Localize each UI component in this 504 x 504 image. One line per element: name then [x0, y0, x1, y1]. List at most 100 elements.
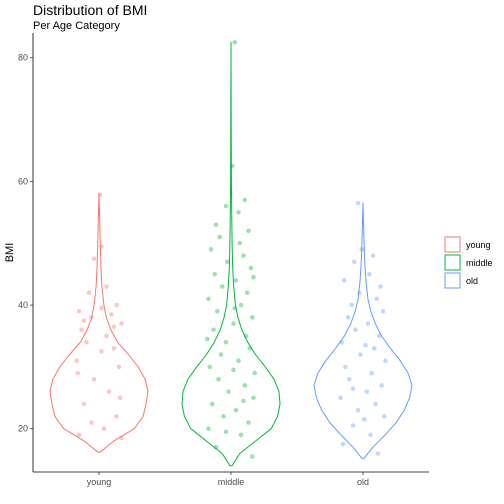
data-point-old [345, 315, 351, 320]
data-point-old [343, 364, 348, 370]
data-point-young [101, 426, 107, 432]
data-point-middle [241, 398, 246, 404]
data-point-middle [207, 364, 213, 370]
data-point-old [375, 451, 381, 456]
data-point-young [79, 327, 84, 333]
data-point-old [338, 395, 343, 401]
data-point-middle [236, 358, 241, 364]
data-point-middle [223, 339, 229, 345]
data-point-middle [252, 370, 258, 376]
x-tick-label: young [87, 477, 112, 487]
data-point-young [104, 284, 109, 289]
data-point-old [379, 383, 385, 388]
data-point-young [116, 364, 122, 370]
data-point-young [76, 432, 82, 438]
data-point-middle [223, 203, 229, 209]
data-point-young [91, 256, 97, 261]
data-point-middle [249, 315, 255, 320]
data-point-middle [206, 296, 211, 302]
data-point-middle [238, 432, 244, 438]
data-point-middle [216, 376, 221, 382]
legend-key-middle [444, 254, 461, 271]
x-tick-label: middle [218, 477, 245, 487]
data-point-old [349, 302, 355, 308]
data-point-old [376, 333, 382, 339]
y-tick-label: 40 [18, 300, 28, 310]
violin-old [313, 202, 413, 459]
data-point-old [365, 321, 371, 326]
data-point-young [76, 308, 82, 314]
data-point-middle [226, 389, 231, 394]
data-point-young [99, 305, 104, 311]
data-point-old [381, 414, 387, 419]
data-point-young [111, 346, 117, 351]
data-point-middle [224, 259, 230, 265]
data-point-old [363, 342, 368, 348]
data-point-young [119, 321, 124, 326]
data-point-middle [217, 234, 223, 240]
data-point-young [74, 358, 79, 364]
data-point-middle [248, 265, 254, 271]
data-point-middle [238, 302, 244, 308]
y-tick-label: 20 [18, 424, 28, 434]
data-point-middle [242, 197, 248, 203]
data-point-middle [221, 414, 226, 419]
data-point-old [340, 441, 346, 447]
data-point-young [91, 376, 97, 382]
data-point-middle [212, 271, 218, 277]
data-point-old [355, 407, 361, 413]
y-axis-title: BMI [4, 243, 16, 263]
data-point-middle [251, 395, 256, 401]
data-point-young [109, 312, 114, 317]
chart-title: Distribution of BMI [33, 2, 148, 18]
data-point-middle [209, 401, 215, 407]
data-point-middle [241, 253, 246, 258]
data-point-old [383, 358, 388, 364]
data-point-young [114, 414, 119, 419]
data-point-middle [213, 444, 219, 450]
data-point-young [104, 333, 109, 339]
data-point-middle [213, 222, 219, 227]
data-point-middle [223, 429, 229, 435]
data-point-middle [218, 352, 224, 357]
data-point-old [371, 346, 377, 351]
data-point-young [75, 370, 81, 376]
data-point-old [358, 352, 363, 357]
legend-key-young [444, 236, 461, 253]
data-point-middle [231, 367, 236, 373]
legend-key-old [444, 272, 461, 289]
data-point-old [350, 423, 356, 428]
data-point-young [99, 349, 104, 354]
legend-label-old: old [466, 276, 478, 286]
data-point-young [117, 395, 123, 401]
data-point-old [378, 284, 383, 289]
violin-middle [181, 41, 281, 467]
data-point-old [364, 389, 370, 394]
data-point-middle [233, 407, 239, 413]
data-point-old [373, 401, 378, 407]
data-point-old [351, 259, 357, 265]
data-point-middle [251, 274, 256, 280]
data-point-old [350, 386, 356, 391]
data-point-young [81, 318, 87, 323]
data-point-middle [236, 210, 241, 215]
data-point-middle [246, 420, 251, 425]
x-tick-label: old [357, 477, 369, 487]
data-point-middle [214, 308, 220, 314]
data-point-old [380, 308, 386, 314]
data-point-old [374, 296, 380, 302]
data-point-middle [219, 284, 225, 289]
data-point-young [81, 401, 87, 407]
data-point-old [368, 432, 373, 438]
data-point-young [84, 339, 89, 345]
y-tick-label: 60 [18, 176, 28, 186]
y-tick-label: 80 [18, 53, 28, 63]
data-point-young [86, 290, 92, 295]
data-point-old [361, 417, 367, 422]
data-point-young [106, 389, 112, 394]
data-point-middle [249, 454, 255, 459]
data-point-middle [246, 228, 251, 234]
chart-subtitle: Per Age Category [33, 20, 120, 32]
data-point-middle [244, 290, 250, 295]
